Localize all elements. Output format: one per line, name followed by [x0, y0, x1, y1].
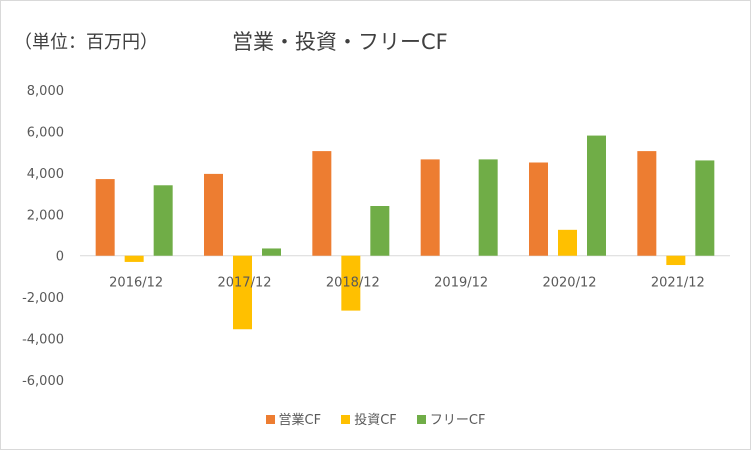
bar-investing-cf	[666, 255, 686, 266]
legend: 営業CF 投資CF フリーCF	[0, 409, 751, 428]
y-tick-label: 0	[56, 250, 64, 265]
y-tick-label: 6,000	[27, 125, 64, 140]
y-tick-label: -6,000	[22, 374, 64, 389]
legend-label-operating: 営業CF	[278, 413, 322, 428]
legend-label-investing: 投資CF	[354, 413, 397, 428]
x-tick-label: 2018/12	[326, 276, 380, 291]
bar-free-cf	[370, 206, 390, 256]
x-tick-label: 2016/12	[109, 276, 163, 291]
y-tick-label: 2,000	[27, 208, 64, 223]
chart-title: 営業・投資・フリーCF	[232, 30, 448, 54]
bar-free-cf	[153, 185, 173, 256]
y-tick-label: 4,000	[27, 167, 64, 182]
bar-operating-cf	[529, 162, 548, 256]
unit-label: （単位：百万円）	[14, 32, 158, 53]
bar-operating-cf	[637, 151, 657, 256]
x-tick-label: 2019/12	[434, 276, 488, 291]
bar-investing-cf	[124, 255, 144, 262]
legend-label-free: フリーCF	[429, 413, 486, 428]
bar-investing-cf	[341, 255, 361, 311]
bar-operating-cf	[420, 159, 440, 256]
legend-item-investing-cf: 投資CF	[341, 409, 397, 428]
bar-free-cf	[478, 159, 498, 256]
y-tick-label: 8,000	[27, 84, 64, 99]
legend-swatch-investing	[341, 415, 351, 424]
y-tick-label: -2,000	[22, 291, 64, 306]
y-tick-label: -4,000	[22, 333, 64, 348]
bar-operating-cf	[312, 151, 332, 256]
bar-free-cf	[587, 135, 606, 256]
legend-item-free-cf: フリーCF	[416, 409, 486, 428]
bar-free-cf	[695, 160, 715, 256]
x-tick-label: 2021/12	[651, 276, 705, 291]
legend-item-operating-cf: 営業CF	[265, 409, 322, 428]
bar-operating-cf	[95, 179, 115, 256]
bar-investing-cf	[558, 229, 577, 256]
bar-free-cf	[262, 248, 281, 256]
bar-investing-cf	[233, 255, 252, 330]
legend-swatch-free	[416, 415, 426, 424]
bar-operating-cf	[204, 173, 223, 256]
x-tick-label: 2020/12	[542, 276, 596, 291]
legend-swatch-operating	[265, 415, 275, 424]
x-tick-label: 2017/12	[217, 276, 271, 291]
